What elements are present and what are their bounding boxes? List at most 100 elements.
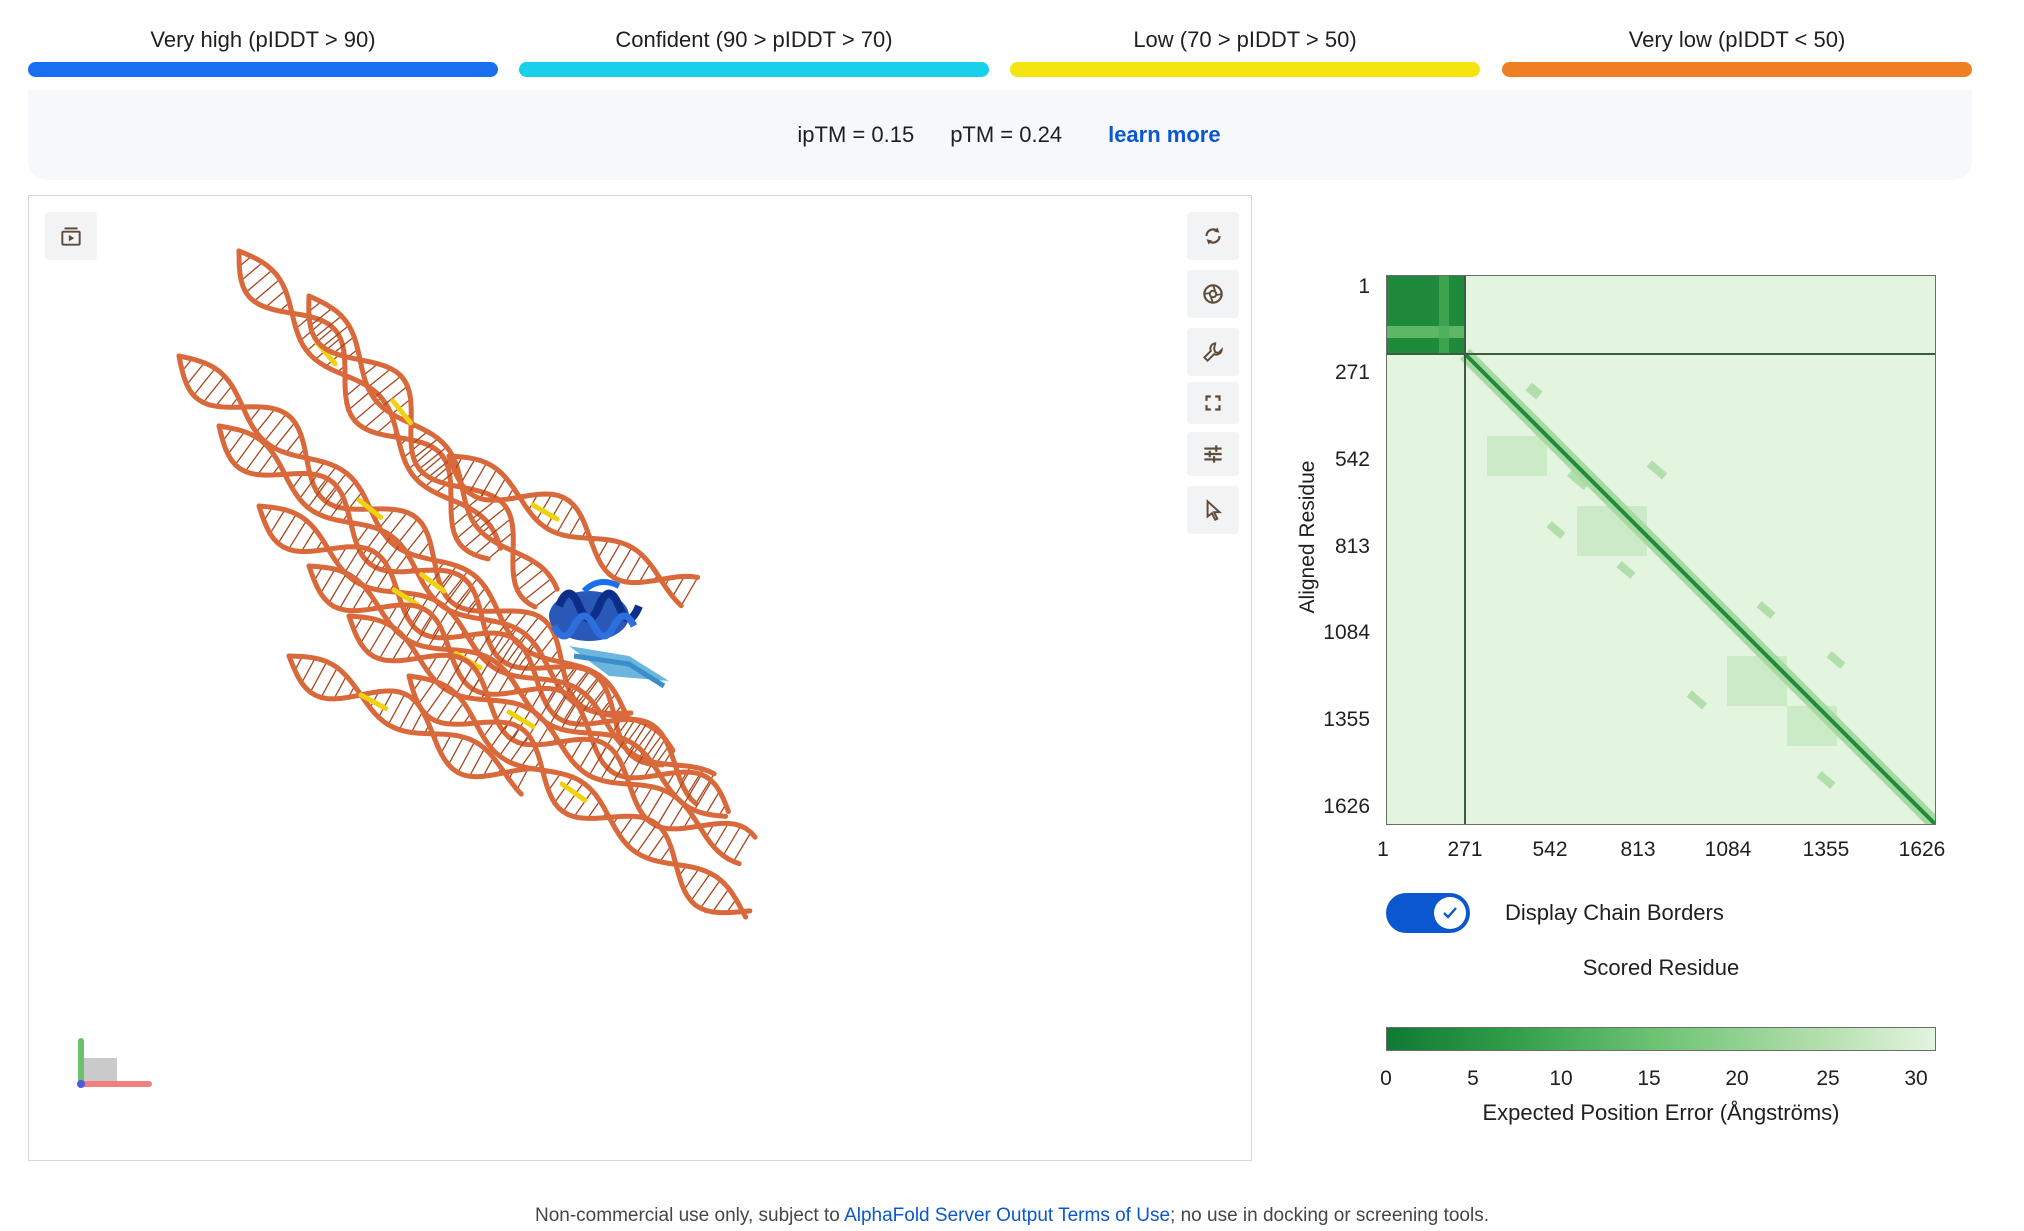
colorbar-tick: 15 [1637, 1067, 1661, 1090]
footer-text-post: ; no use in docking or screening tools. [1170, 1205, 1489, 1226]
colorbar-tick: 0 [1380, 1067, 1392, 1090]
base-pair-rung [317, 486, 339, 515]
animation-button[interactable] [45, 212, 97, 260]
base-pair-rung [426, 569, 442, 590]
base-pair-rung [535, 493, 553, 521]
base-pair-rung [411, 596, 429, 625]
y-tick: 1 [1358, 275, 1370, 298]
rotate-button[interactable] [1187, 212, 1239, 260]
select-button[interactable] [1187, 486, 1239, 534]
base-pair-rung [536, 725, 550, 746]
base-pair-rung [487, 547, 502, 560]
base-pair-rung [631, 727, 654, 757]
y-tick: 1355 [1323, 708, 1370, 731]
legend-bar-very-high [28, 62, 498, 77]
base-pair-rung [410, 430, 429, 446]
base-pair-rung [498, 726, 521, 757]
legend-bar-very-low [1502, 62, 1972, 77]
base-pair-rung [722, 825, 742, 857]
base-pair-rung [578, 677, 600, 707]
base-pair-rung [391, 637, 407, 662]
base-pair-rung [552, 684, 572, 715]
learn-more-link[interactable]: learn more [1108, 122, 1221, 147]
rna-backbone [286, 653, 524, 797]
base-pair-rung [477, 632, 492, 654]
base-pair-rung [234, 436, 257, 466]
base-pair-rung [513, 561, 535, 579]
low-confidence-segment [390, 398, 413, 426]
base-pair-rung [255, 408, 276, 433]
plddt-legend: Very high (pIDDT > 90) Confident (90 > p… [28, 26, 1972, 80]
tools-button[interactable] [1187, 328, 1239, 376]
base-pair-rung [418, 446, 448, 470]
base-pair-rung [338, 578, 358, 610]
chain-borders-toggle[interactable] [1386, 893, 1470, 933]
base-pair-rung [363, 557, 383, 587]
legend-bar-confident [519, 62, 989, 77]
base-pair-rung [395, 604, 412, 632]
rna-backbone [306, 293, 538, 610]
base-pair-rung [277, 513, 298, 545]
base-pair-rung [435, 654, 452, 682]
base-pair-rung [491, 477, 507, 501]
colorbar-tick: 10 [1549, 1067, 1573, 1090]
rna-backbone [406, 673, 753, 916]
base-pair-rung [523, 577, 553, 601]
colorbar-tick: 20 [1725, 1067, 1749, 1090]
toggle-knob [1434, 897, 1466, 929]
fullscreen-button[interactable] [1187, 382, 1239, 424]
y-tick: 271 [1334, 361, 1370, 384]
terms-of-use-link[interactable]: AlphaFold Server Output Terms of Use [844, 1205, 1171, 1226]
base-pair-rung [705, 790, 721, 815]
base-pair-rung [468, 462, 488, 494]
base-pair-rung [320, 667, 338, 699]
base-pair-rung [463, 525, 491, 549]
pae-heatmap[interactable] [1386, 275, 1936, 825]
rna-backbone [346, 613, 758, 840]
base-pair-rung [683, 868, 700, 891]
base-pair-rung [435, 692, 457, 722]
structure-viewer[interactable] [28, 195, 1252, 1161]
base-pair-rung [263, 413, 288, 442]
base-pair-rung [447, 736, 465, 766]
base-pair-rung [215, 385, 233, 407]
base-pair-rung [467, 676, 481, 699]
settings-button[interactable] [1187, 432, 1239, 476]
base-pair-rung [576, 674, 601, 704]
base-pair-rung [309, 307, 333, 327]
settings-sliders-icon [1204, 445, 1222, 463]
base-pair-rung [373, 375, 402, 399]
low-confidence-segment [530, 502, 560, 522]
base-pair-rung [502, 704, 521, 733]
base-pair-rung [361, 529, 382, 557]
x-tick: 271 [1447, 838, 1483, 861]
base-pair-rung [597, 539, 610, 559]
base-pair-rung [468, 747, 486, 777]
confidence-metrics: ipTM = 0.15 pTM = 0.24 learn more [28, 90, 1972, 180]
base-pair-rung [460, 458, 476, 484]
base-pair-rung [656, 795, 676, 827]
screenshot-button[interactable] [1187, 270, 1239, 318]
base-pair-rung [545, 681, 561, 705]
x-tick: 542 [1532, 838, 1568, 861]
base-pair-rung [424, 466, 449, 488]
base-pair-rung [387, 693, 406, 726]
legend-very-high: Very high (pIDDT > 90) [28, 26, 498, 77]
base-pair-rung [264, 289, 287, 308]
rna-backbone [306, 563, 729, 819]
base-pair-rung [417, 680, 436, 705]
base-pair-rung [573, 790, 593, 818]
base-pair-rung [505, 634, 528, 665]
base-pair-rung [636, 823, 658, 854]
x-tick: 1084 [1704, 838, 1752, 861]
y-tick: 1084 [1323, 621, 1370, 644]
legend-label: Low (70 > pIDDT > 50) [1133, 27, 1357, 52]
base-pair-rung [490, 722, 509, 749]
base-pair-rung [440, 734, 452, 754]
base-pair-rung [379, 508, 395, 529]
base-pair-rung [440, 565, 458, 587]
base-pair-rung [659, 845, 672, 863]
base-pair-rung [285, 433, 302, 454]
base-pair-rung [497, 675, 510, 695]
base-pair-rung [398, 700, 416, 731]
